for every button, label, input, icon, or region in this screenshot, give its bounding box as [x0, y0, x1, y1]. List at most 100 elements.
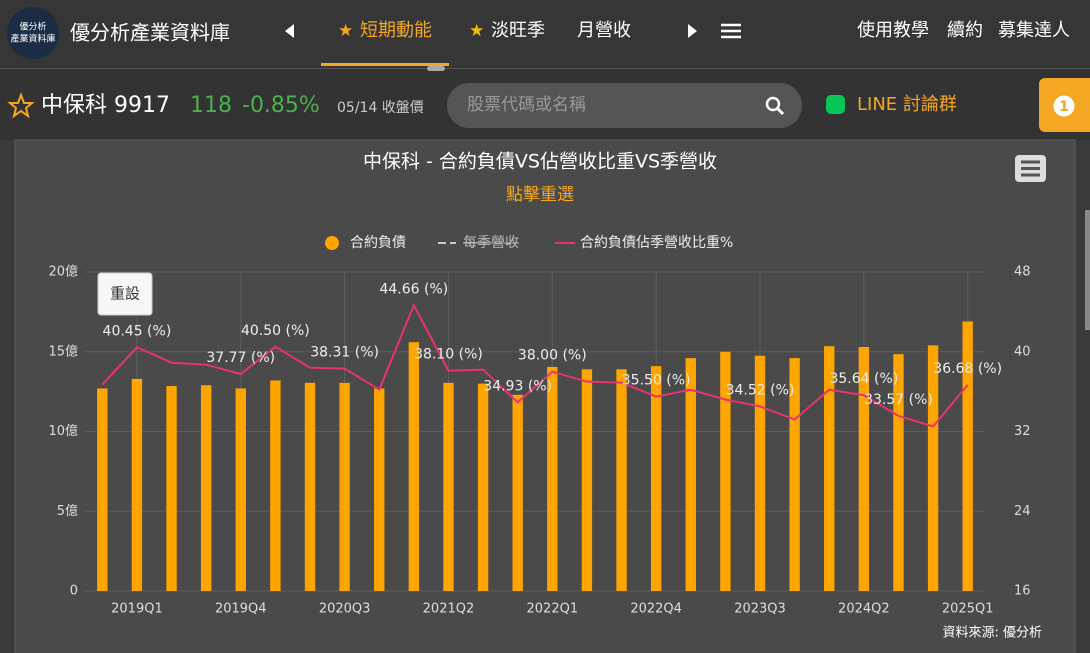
search-icon[interactable] — [765, 96, 781, 112]
bar — [858, 346, 870, 591]
reset-button[interactable] — [97, 272, 153, 316]
site-title[interactable]: 優分析產業資料庫 — [70, 21, 230, 45]
x-tick-label: 2019Q4 — [215, 602, 267, 617]
search-placeholder: 股票代碼或名稱 — [467, 95, 586, 115]
handle — [427, 66, 445, 71]
x-tick-label: 2025Q1 — [942, 602, 994, 617]
nav-menu[interactable] — [721, 23, 741, 39]
bar — [97, 388, 108, 591]
stock-price: 118 — [190, 93, 232, 118]
data-label: 36.68 (%) — [933, 361, 1002, 377]
legend-label[interactable]: 合約負債佔季營收比重% — [580, 235, 733, 251]
badge — [1052, 94, 1076, 118]
x-tick-label: 2024Q2 — [838, 602, 890, 617]
logo-text: 產業資料庫 — [10, 33, 55, 45]
bar — [824, 346, 835, 591]
data-label: 38.00 (%) — [518, 348, 587, 364]
y2-tick-label: 32 — [1014, 424, 1031, 439]
nav-underline — [321, 63, 449, 66]
data-label: 33.57 (%) — [864, 392, 933, 408]
y2-tick-label: 24 — [1014, 504, 1031, 519]
bar — [512, 394, 523, 591]
bar — [581, 369, 593, 591]
favorite[interactable] — [7, 92, 35, 119]
bar — [650, 366, 662, 591]
link[interactable]: 續約 — [947, 20, 983, 41]
stock-name: 中保科 9917 — [41, 93, 170, 118]
bar — [408, 342, 420, 591]
bar — [477, 383, 489, 591]
bar — [616, 369, 627, 591]
bar — [200, 385, 212, 591]
y-tick-label: 15億 — [48, 343, 78, 359]
y2-tick-label: 16 — [1014, 584, 1031, 599]
x-tick-label: 2021Q2 — [423, 602, 475, 617]
bar — [893, 354, 904, 591]
line — [101, 302, 969, 428]
star: ★ — [469, 21, 484, 41]
nav-item[interactable]: 短期動能 — [360, 20, 432, 41]
bar — [374, 388, 385, 591]
plot: 0 5億 10億 15億 20億 16 24 32 40 48 2019Q1 2019Q4 2020Q3… — [48, 235, 1030, 617]
y-tick-label: 10億 — [48, 423, 78, 439]
nav-item[interactable]: 淡旺季 — [491, 20, 545, 41]
chart-title: 中保科 - 合約負債VS佔營收比重VS季營收 — [363, 151, 717, 173]
line-link[interactable]: LINE 討論群 — [857, 94, 957, 115]
logo-text: 優分析 — [19, 21, 46, 33]
bar — [235, 388, 246, 591]
legend-symbol — [325, 236, 339, 250]
badge-count: 1 — [1059, 99, 1069, 115]
bar — [131, 378, 143, 591]
data-label: 37.77 (%) — [206, 350, 275, 366]
y-tick-label: 0 — [70, 584, 78, 599]
y-tick-label: 5億 — [57, 503, 78, 519]
data-label: 44.66 (%) — [379, 281, 448, 297]
bar — [962, 321, 973, 591]
bar — [720, 351, 731, 591]
data-label: 40.45 (%) — [103, 323, 172, 339]
scrollbar — [1085, 210, 1090, 330]
bar — [685, 358, 696, 591]
y2-tick-label: 48 — [1014, 265, 1031, 280]
line-icon — [826, 95, 845, 114]
data-label: 34.52 (%) — [726, 382, 795, 398]
bar — [166, 386, 177, 591]
search-icon — [775, 106, 785, 116]
stock-note: 05/14 收盤價 — [337, 99, 424, 116]
chart-subtitle[interactable]: 點擊重選 — [506, 185, 574, 205]
nav-prev[interactable] — [285, 24, 294, 38]
top-bar — [0, 0, 1090, 68]
link[interactable]: 募集達人 — [998, 20, 1070, 41]
data-label: 35.50 (%) — [622, 373, 691, 389]
star: ★ — [338, 21, 353, 41]
bar — [304, 382, 316, 591]
source: 資料來源: 優分析 — [942, 626, 1042, 641]
bar — [270, 380, 281, 591]
data-label: 38.31 (%) — [310, 345, 379, 361]
x-tick-label: 2022Q1 — [527, 602, 579, 617]
data-label: 35.64 (%) — [829, 371, 898, 387]
y2-tick-label: 40 — [1014, 344, 1031, 359]
bar — [927, 345, 939, 591]
y-tick-label: 20億 — [48, 264, 78, 280]
legend-label[interactable]: 合約負債 — [350, 235, 406, 251]
nav-item[interactable]: 月營收 — [577, 20, 631, 41]
x-tick-label: 2022Q4 — [630, 602, 682, 617]
data-label: 40.50 (%) — [241, 323, 310, 339]
x-tick-label: 2019Q1 — [111, 602, 163, 617]
data-label: 38.10 (%) — [414, 347, 483, 363]
bar — [754, 355, 766, 591]
reset-label: 重設 — [110, 285, 140, 303]
nav-next[interactable] — [688, 24, 697, 38]
x-tick-label: 2020Q3 — [319, 602, 371, 617]
search-box[interactable] — [447, 83, 802, 128]
bar — [339, 382, 350, 591]
bar — [443, 382, 454, 591]
logo[interactable] — [7, 7, 59, 59]
link[interactable]: 使用教學 — [857, 20, 929, 41]
chart-menu-icon — [1021, 160, 1040, 177]
bar — [547, 366, 558, 591]
x-tick-label: 2023Q3 — [734, 602, 786, 617]
bar — [789, 358, 800, 591]
